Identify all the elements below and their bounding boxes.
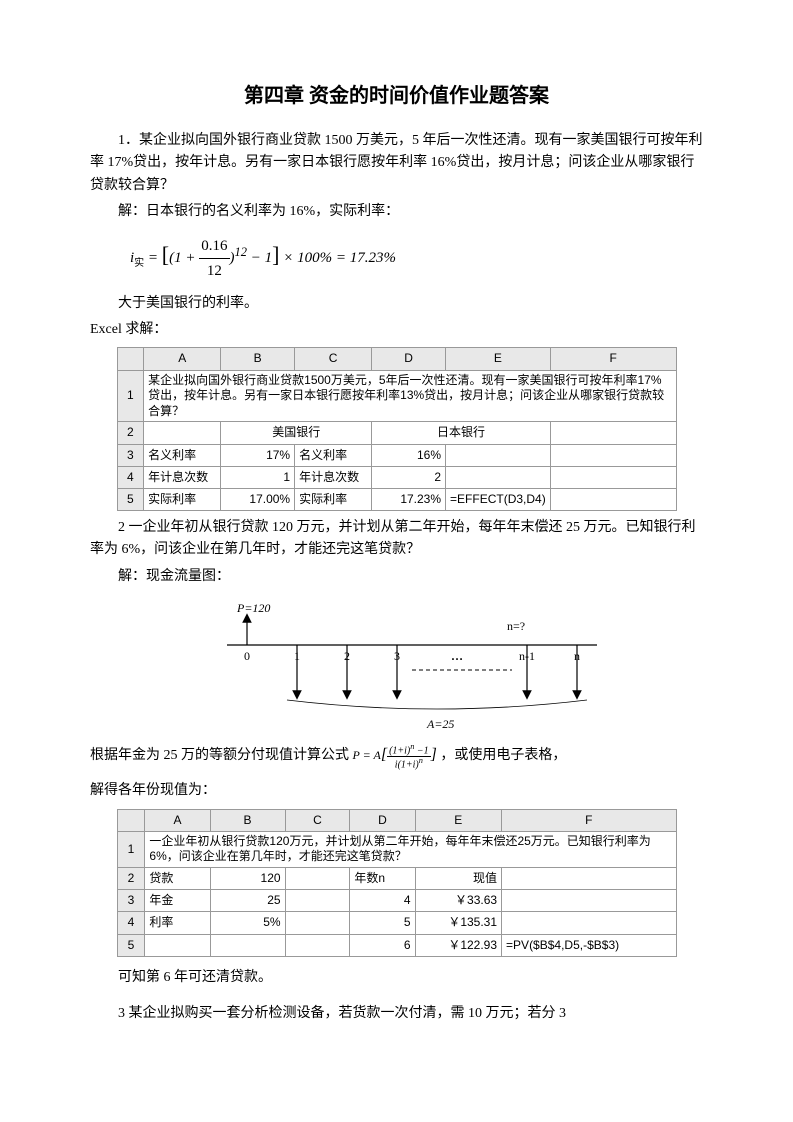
q2-excel-table: A B C D E F 1一企业年初从银行贷款120万元，并计划从第二年开始，每… (117, 809, 677, 957)
col-header: F (502, 809, 676, 831)
q1-excel-table: A B C D E F 1某企业拟向国外银行商业贷款1500万美元，5年后一次性… (117, 347, 677, 511)
cell (285, 890, 350, 912)
cell: 贷款 (145, 868, 210, 890)
row-num: 5 (117, 934, 145, 956)
col-header: D (372, 348, 446, 370)
cell (550, 422, 676, 444)
cell: ￥122.93 (415, 934, 501, 956)
cell: 2 (372, 466, 446, 488)
col-header: B (210, 809, 285, 831)
col-header: F (550, 348, 676, 370)
cell (446, 466, 551, 488)
cell: 17% (221, 444, 295, 466)
q1-excel-label: Excel 求解： (90, 319, 703, 341)
row-num: 2 (117, 868, 145, 890)
col-header: C (295, 348, 372, 370)
cell: 6 (350, 934, 415, 956)
q2-formula-line: 根据年金为 25 万的等额分付现值计算公式 P = A[(1+i)n −1i(1… (90, 742, 703, 770)
q1-text: 1．某企业拟向国外银行商业贷款 1500 万美元，5 年后一次性还清。现有一家美… (90, 130, 703, 197)
row-num: 1 (117, 370, 144, 422)
cell: 16% (372, 444, 446, 466)
cell (550, 444, 676, 466)
cell: ￥135.31 (415, 912, 501, 934)
cell: 4 (350, 890, 415, 912)
cell: 5% (210, 912, 285, 934)
cell: 一企业年初从银行贷款120万元，并计划从第二年开始，每年年末偿还25万元。已知银… (145, 831, 676, 867)
cell: 现值 (415, 868, 501, 890)
row-num: 3 (117, 890, 145, 912)
cell: 利率 (145, 912, 210, 934)
cell: 实际利率 (144, 488, 221, 510)
cell (550, 466, 676, 488)
cell (210, 934, 285, 956)
cell (145, 934, 210, 956)
row-num: 2 (117, 422, 144, 444)
cell: 美国银行 (221, 422, 372, 444)
q2-text: 2 一企业年初从银行贷款 120 万元，并计划从第二年开始，每年年末偿还 25 … (90, 517, 703, 562)
tick: 0 (244, 649, 250, 663)
cell: 17.23% (372, 488, 446, 510)
q3-text: 3 某企业拟购买一套分析检测设备，若货款一次付清，需 10 万元；若分 3 (90, 1003, 703, 1025)
cell: 年数n (350, 868, 415, 890)
q2-pv-intro: 解得各年份现值为： (90, 780, 703, 802)
cell (446, 444, 551, 466)
col-header: A (144, 348, 221, 370)
cell (285, 868, 350, 890)
cell: 名义利率 (144, 444, 221, 466)
q1-formula: i实 = [(1 + 0.1612)12 − 1] × 100% = 17.23… (130, 234, 703, 283)
col-header: E (446, 348, 551, 370)
cell: 1 (221, 466, 295, 488)
cell (502, 890, 676, 912)
cell: 年金 (145, 890, 210, 912)
a-label: A=25 (426, 717, 454, 730)
cell: =EFFECT(D3,D4) (446, 488, 551, 510)
cell: 5 (350, 912, 415, 934)
row-num: 5 (117, 488, 144, 510)
row-num: 1 (117, 831, 145, 867)
col-header: A (145, 809, 210, 831)
cell: 年计息次数 (295, 466, 372, 488)
cell: 实际利率 (295, 488, 372, 510)
cashflow-diagram: P=120 n=? 0 1 2 3 … n-1 n A=25 (157, 600, 637, 730)
q1-sol-intro: 解：日本银行的名义利率为 16%，实际利率： (90, 201, 703, 223)
tick: … (451, 649, 463, 663)
q1-conclusion: 大于美国银行的利率。 (90, 293, 703, 315)
cell (144, 422, 221, 444)
cell (285, 912, 350, 934)
q2-conclusion: 可知第 6 年可还清贷款。 (90, 967, 703, 989)
cell: 120 (210, 868, 285, 890)
col-header (117, 809, 145, 831)
cell: 某企业拟向国外银行商业贷款1500万美元，5年后一次性还清。现有一家美国银行可按… (144, 370, 676, 422)
p-label: P=120 (236, 601, 270, 615)
pv-formula: P = A[(1+i)n −1i(1+i)n] (353, 748, 437, 762)
col-header (117, 348, 144, 370)
cell (550, 488, 676, 510)
cell (502, 912, 676, 934)
row-num: 3 (117, 444, 144, 466)
cell: 25 (210, 890, 285, 912)
cell: 年计息次数 (144, 466, 221, 488)
col-header: D (350, 809, 415, 831)
n-label: n=? (507, 619, 525, 633)
col-header: C (285, 809, 350, 831)
col-header: E (415, 809, 501, 831)
cell (502, 868, 676, 890)
cell (285, 934, 350, 956)
cell: =PV($B$4,D5,-$B$3) (502, 934, 676, 956)
q2-sol-intro: 解：现金流量图： (90, 566, 703, 588)
cell: 名义利率 (295, 444, 372, 466)
row-num: 4 (117, 466, 144, 488)
cell: ￥33.63 (415, 890, 501, 912)
row-num: 4 (117, 912, 145, 934)
cell: 日本银行 (372, 422, 551, 444)
cell: 17.00% (221, 488, 295, 510)
col-header: B (221, 348, 295, 370)
page-title: 第四章 资金的时间价值作业题答案 (90, 80, 703, 112)
